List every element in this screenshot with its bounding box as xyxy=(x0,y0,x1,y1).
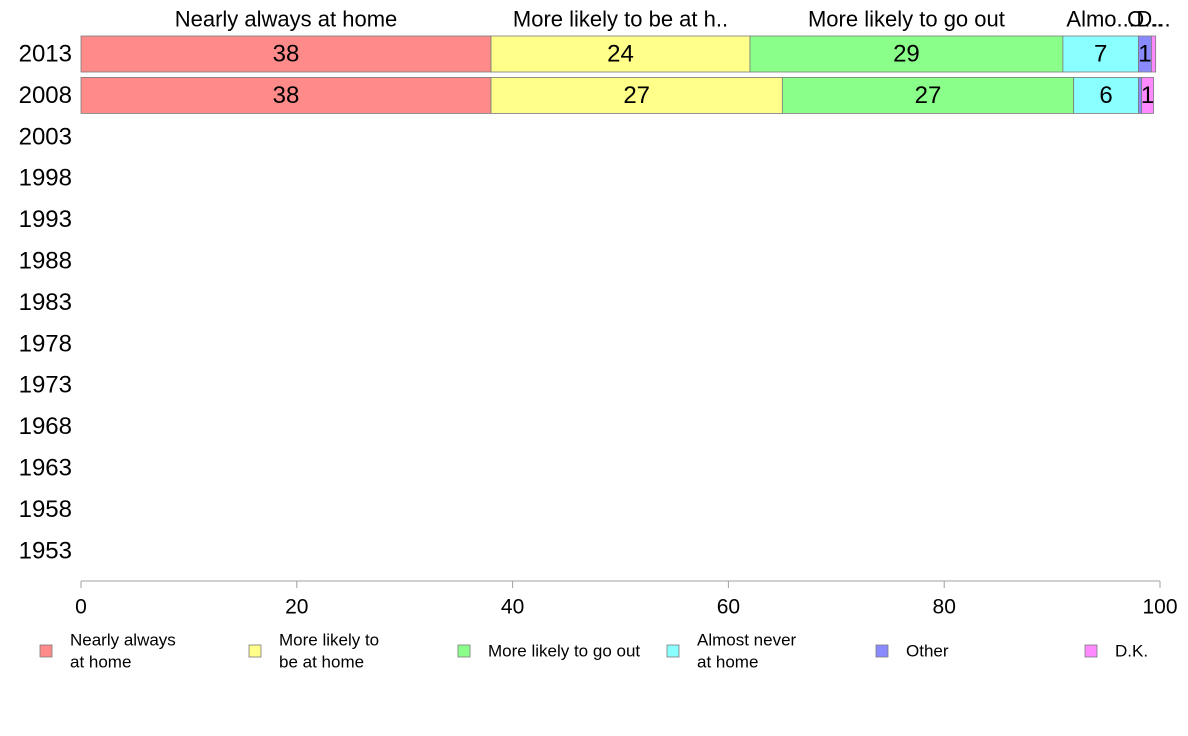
bar-2008-series-5 xyxy=(1141,77,1154,114)
x-tick-label-100: 100 xyxy=(1142,596,1177,619)
y-tick-label-1998: 1998 xyxy=(19,165,72,192)
legend-label-5-line-0: D.K. xyxy=(1115,642,1148,661)
bar-2008-series-1 xyxy=(490,77,783,114)
x-tick-label-80: 80 xyxy=(933,596,956,619)
data-label-2008-series-1: 27 xyxy=(623,82,650,109)
bar-2013-series-5 xyxy=(1150,35,1157,73)
data-label-2013-series-3: 7 xyxy=(1094,41,1107,68)
series-header-label-1: More likely to be at h.. xyxy=(513,7,728,32)
y-tick-label-1978: 1978 xyxy=(19,330,72,357)
legend-label-3-line-0: Almost never xyxy=(697,631,797,650)
legend-label-1-line-0: More likely to xyxy=(279,631,379,650)
y-tick-label-1968: 1968 xyxy=(19,413,72,440)
legend-label-1-line-1: be at home xyxy=(279,653,364,672)
series-header-label-0: Nearly always at home xyxy=(175,7,398,32)
series-header-label-2: More likely to go out xyxy=(808,7,1005,32)
legend-label-0-line-1: at home xyxy=(70,653,131,672)
legend-label-4-line-0: Other xyxy=(906,642,949,661)
bar-2008-series-3 xyxy=(1073,77,1139,114)
data-label-2013-series-1: 24 xyxy=(607,41,634,68)
y-tick-label-2008: 2008 xyxy=(19,82,72,109)
legend-swatch-1 xyxy=(248,644,262,658)
x-axis: 0 20 40 60 80 100 xyxy=(75,580,1178,619)
data-label-2013-series-2: 29 xyxy=(893,41,920,68)
y-axis-labels: 2013 2008 2003 1998 1993 1988 1983 1978 1973 1968… xyxy=(19,41,72,565)
series-header-label-4: O... xyxy=(1127,7,1162,32)
series-header-labels: Nearly always at home More likely to be a… xyxy=(175,7,1171,32)
bars: 38 24 29 7 138 27 27 6 1 xyxy=(80,35,1157,114)
bar-2013-series-0 xyxy=(80,35,492,73)
legend-swatch-5 xyxy=(1084,644,1098,658)
data-label-2008-series-3: 6 xyxy=(1099,82,1112,109)
data-label-2008-series-5: 1 xyxy=(1141,82,1154,109)
bar-2013-series-3 xyxy=(1062,35,1139,73)
legend-swatch-0 xyxy=(39,644,53,658)
data-label-2013-series-4: 1 xyxy=(1138,41,1151,68)
y-tick-label-1953: 1953 xyxy=(19,537,72,564)
y-tick-label-2003: 2003 xyxy=(19,123,72,150)
series-header-label-3: Almo... xyxy=(1066,7,1134,32)
legend-swatch-2 xyxy=(457,644,471,658)
x-tick-label-60: 60 xyxy=(717,596,740,619)
bar-2008-series-2 xyxy=(781,77,1075,114)
y-tick-label-2013: 2013 xyxy=(19,41,72,68)
legend: Nearly always at home More likely to be at … xyxy=(39,631,1148,672)
data-label-2008-series-0: 38 xyxy=(273,82,300,109)
legend-swatch-3 xyxy=(666,644,680,658)
bar-2013-series-1 xyxy=(490,35,751,73)
legend-label-3-line-1: at home xyxy=(697,653,758,672)
y-tick-label-1983: 1983 xyxy=(19,289,72,316)
data-label-2013-series-0: 38 xyxy=(273,41,300,68)
y-tick-label-1958: 1958 xyxy=(19,496,72,523)
x-tick-label-20: 20 xyxy=(285,596,308,619)
y-tick-label-1963: 1963 xyxy=(19,455,72,482)
y-tick-label-1973: 1973 xyxy=(19,372,72,399)
series-header-label-5: D... xyxy=(1136,7,1170,32)
y-tick-label-1988: 1988 xyxy=(19,248,72,275)
y-tick-label-1993: 1993 xyxy=(19,206,72,233)
legend-label-0-line-0: Nearly always xyxy=(70,631,176,650)
bar-2008-series-0 xyxy=(80,77,492,114)
x-tick-label-40: 40 xyxy=(501,596,524,619)
x-tick-label-0: 0 xyxy=(75,596,87,619)
data-label-2008-series-2: 27 xyxy=(915,82,942,109)
legend-label-2-line-0: More likely to go out xyxy=(488,642,640,661)
legend-swatch-4 xyxy=(875,644,889,658)
bar-2013-series-2 xyxy=(749,35,1064,73)
